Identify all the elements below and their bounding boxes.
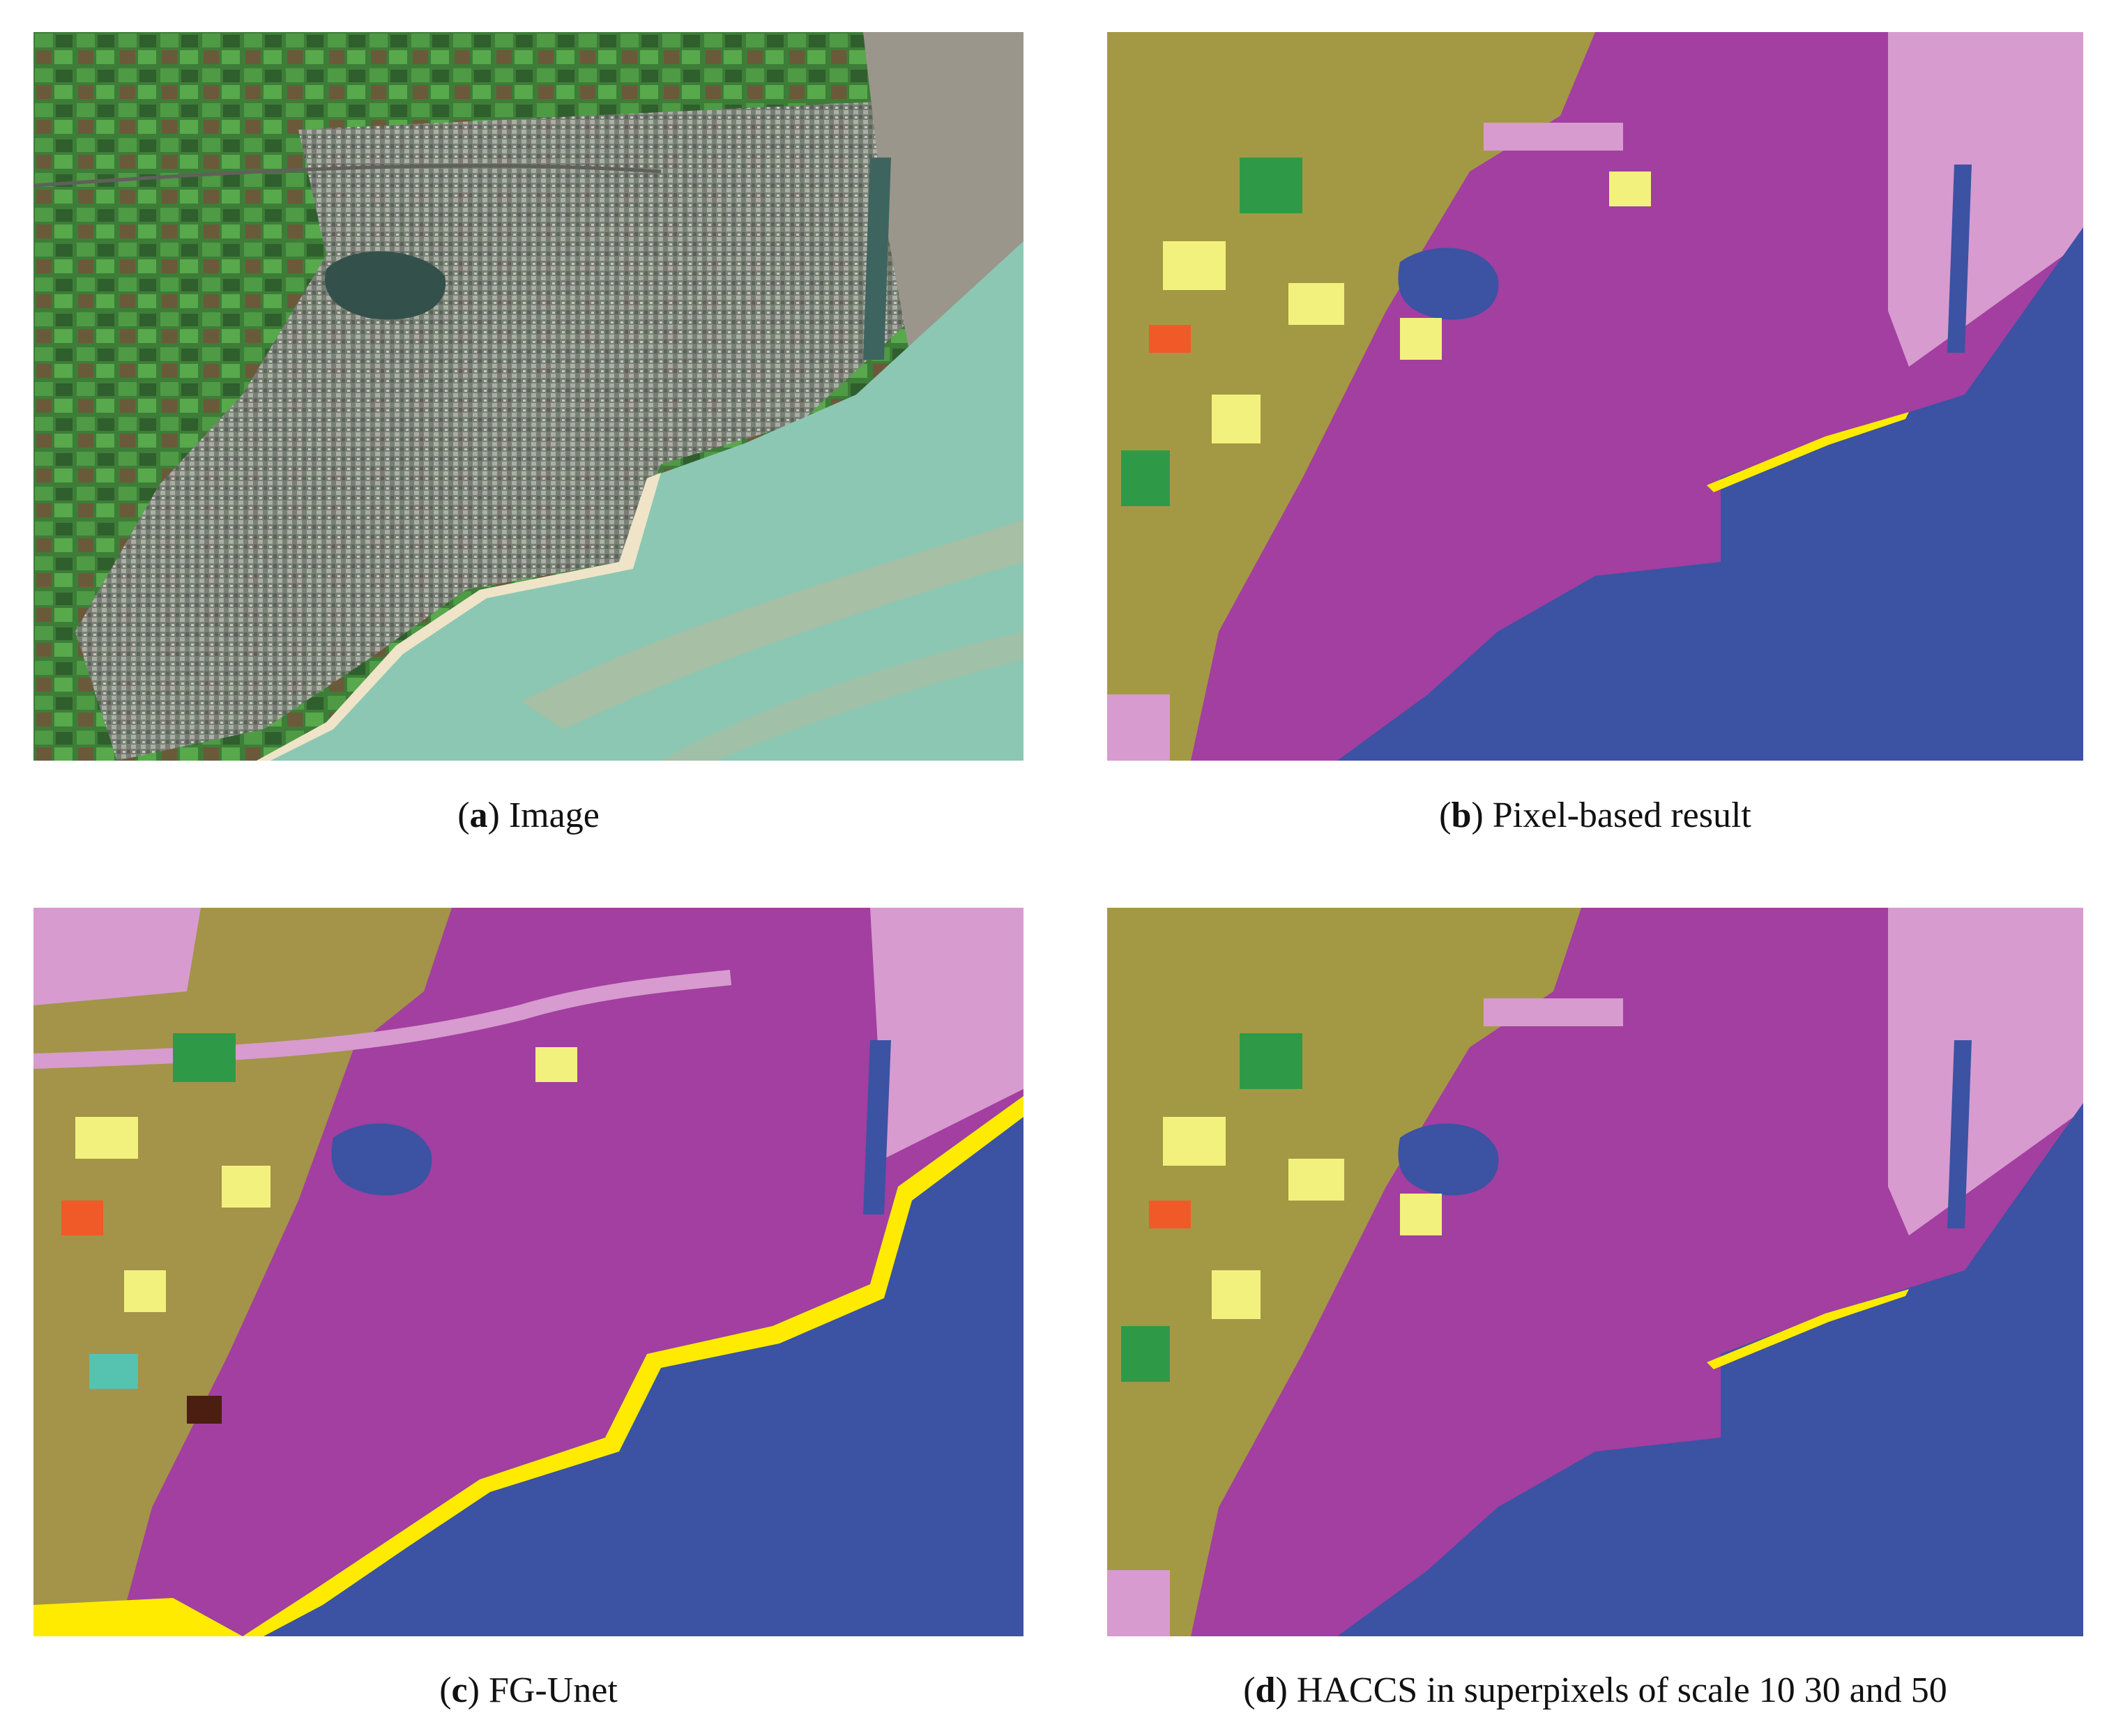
haccs-map-panel [1107, 908, 2083, 1636]
satellite-image-panel [33, 32, 1023, 761]
pixel-based-map-panel [1107, 32, 2083, 761]
satellite-image [33, 32, 1023, 761]
caption-c: (c) FG-Unet [439, 1670, 618, 1710]
caption-a: (a) Image [457, 795, 600, 835]
caption-b: (b) Pixel-based result [1439, 795, 1751, 835]
pixel-based-map [1107, 32, 2083, 761]
haccs-map [1107, 908, 2083, 1636]
fg-unet-map [33, 908, 1023, 1636]
caption-d: (d) HACCS in superpixels of scale 10 30 … [1243, 1670, 1947, 1710]
fg-unet-map-panel [33, 908, 1023, 1636]
